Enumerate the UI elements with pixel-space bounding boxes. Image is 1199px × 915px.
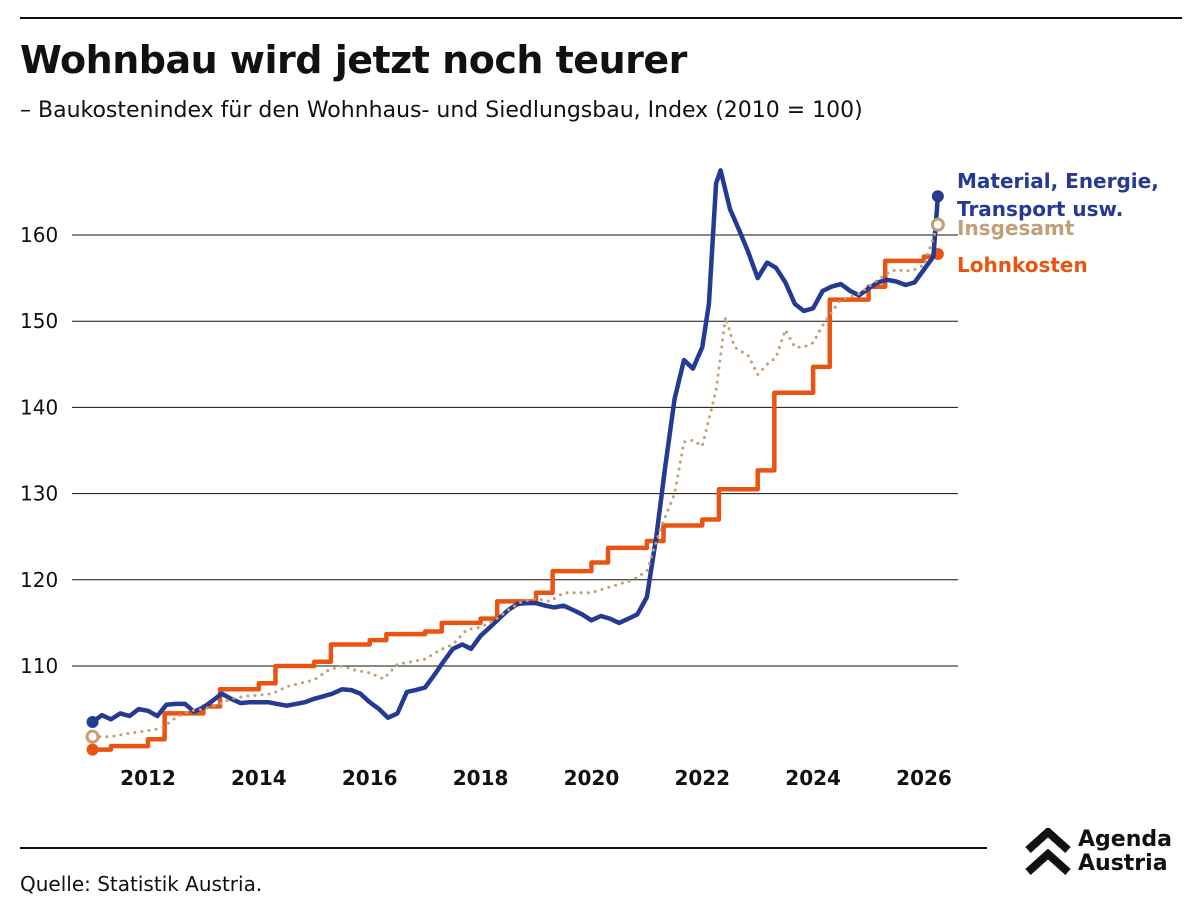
x-axis-ticks: 2012 2014 2016 2018 2020 2022 2024 2026 [120,766,952,790]
y-tick-label: 110 [20,654,58,678]
series-labels: Material, Energie, Transport usw.Insgesam… [957,169,1159,277]
x-tick-label: 2016 [342,766,398,790]
end-marker-1 [930,217,945,232]
y-axis-ticks: 110 120 130 140 150 160 [20,223,58,678]
start-marker-2 [86,743,99,756]
gridlines [72,234,958,667]
series-label-0: Material, Energie, Transport usw. [957,169,1159,221]
series-line-0 [90,168,941,725]
y-tick-label: 120 [20,568,58,592]
bottom-rule [20,847,987,849]
start-marker-1 [85,729,100,744]
series-line-2 [90,251,941,752]
x-tick-label: 2024 [785,766,841,790]
series-label-2: Lohnkosten [957,253,1088,277]
x-tick-label: 2018 [453,766,509,790]
x-tick-label: 2026 [896,766,952,790]
y-tick-label: 160 [20,223,58,247]
source-note: Quelle: Statistik Austria. [20,872,263,896]
logo-text: Agenda Austria [1078,828,1172,876]
double-chevron-up-icon [1025,828,1071,875]
series-line-1 [91,223,940,739]
end-marker-0 [931,190,944,203]
x-tick-label: 2022 [674,766,730,790]
chart-subtitle: – Baukostenindex für den Wohnhaus- und S… [20,98,863,123]
series-lines [85,168,945,756]
top-rule [20,17,1182,19]
logo-line-1: Agenda [1078,827,1172,852]
y-tick-label: 140 [20,395,58,419]
x-tick-label: 2014 [231,766,287,790]
y-tick-label: 130 [20,482,58,506]
logo-line-2: Austria [1078,851,1168,876]
chart-title: Wohnbau wird jetzt noch teurer [20,38,687,82]
x-tick-label: 2020 [564,766,620,790]
y-tick-label: 150 [20,309,58,333]
start-marker-0 [86,716,99,729]
series-label-1: Insgesamt [957,216,1075,240]
x-tick-label: 2012 [120,766,176,790]
agenda-austria-logo: Agenda Austria [1024,828,1184,878]
